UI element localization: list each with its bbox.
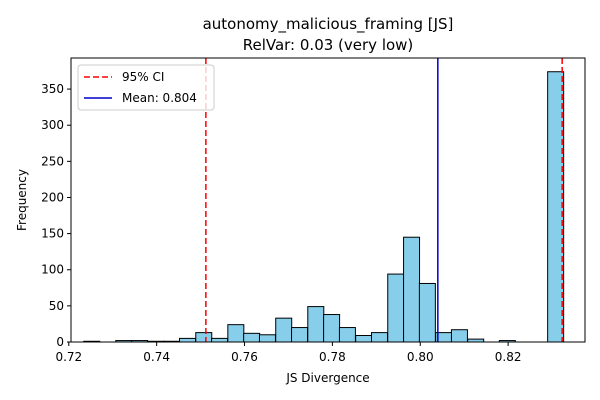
y-tick-label: 50 bbox=[49, 299, 64, 313]
histogram-bar bbox=[195, 332, 213, 343]
y-tick-label: 0 bbox=[56, 335, 64, 349]
x-tick-label: 0.76 bbox=[231, 350, 258, 364]
histogram-bar bbox=[355, 334, 373, 343]
x-tick-label: 0.74 bbox=[143, 350, 170, 364]
histogram-bar bbox=[243, 332, 261, 343]
histogram-bar bbox=[370, 332, 388, 343]
x-tick-label: 0.82 bbox=[495, 350, 522, 364]
y-axis-label: Frequency bbox=[15, 169, 29, 231]
y-tick-label: 250 bbox=[41, 154, 64, 168]
plot-frame bbox=[70, 57, 586, 343]
histogram-bar bbox=[547, 71, 565, 343]
x-tick-label: 0.78 bbox=[319, 350, 346, 364]
x-tick-label: 0.72 bbox=[55, 350, 82, 364]
legend: 95% CI Mean: 0.804 bbox=[77, 64, 215, 111]
legend-entry-label: 95% CI bbox=[122, 70, 164, 84]
histogram-bar bbox=[227, 324, 245, 343]
histogram-bar bbox=[323, 314, 341, 343]
chart-subtitle: RelVar: 0.03 (very low) bbox=[243, 36, 414, 54]
reference-lines bbox=[205, 58, 563, 342]
histogram-bar bbox=[275, 317, 293, 343]
y-tick-label: 300 bbox=[41, 118, 64, 132]
y-tick-label: 200 bbox=[41, 190, 64, 204]
histogram-bar bbox=[291, 327, 309, 343]
histogram-bar bbox=[450, 329, 468, 343]
histogram-bar bbox=[403, 236, 421, 343]
histogram-bar bbox=[418, 282, 436, 343]
histogram-bar bbox=[338, 327, 356, 343]
y-tick-label: 350 bbox=[41, 82, 64, 96]
y-axis: 0 50 100 150 200 250 300 350 bbox=[41, 82, 71, 349]
histogram-bar bbox=[307, 306, 325, 343]
x-axis: 0.72 0.74 0.76 0.78 0.80 0.82 bbox=[55, 342, 521, 364]
chart-title: autonomy_malicious_framing [JS] bbox=[203, 15, 454, 34]
histogram-bar bbox=[258, 334, 276, 343]
histogram-bar bbox=[211, 337, 229, 343]
histogram-bar bbox=[387, 273, 405, 343]
legend-entry-label: Mean: 0.804 bbox=[122, 91, 197, 105]
x-tick-label: 0.80 bbox=[407, 350, 434, 364]
y-tick-label: 150 bbox=[41, 227, 64, 241]
histogram-bar bbox=[179, 337, 197, 343]
y-tick-label: 100 bbox=[41, 263, 64, 277]
histogram-bars bbox=[83, 71, 565, 343]
x-axis-label: JS Divergence bbox=[285, 371, 369, 385]
